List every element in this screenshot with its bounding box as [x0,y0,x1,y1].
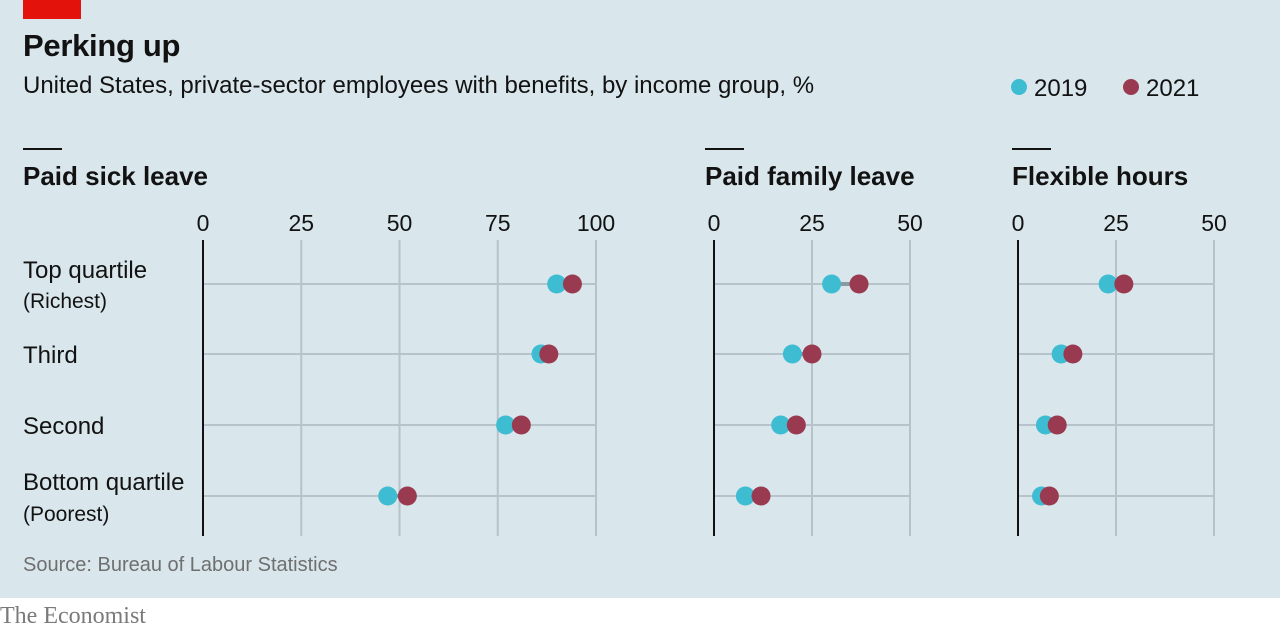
tick-label: 0 [1012,210,1025,236]
dot-2021 [802,344,822,364]
tick-label: 0 [708,210,721,236]
chart-title: Perking up [23,28,181,63]
dot-2021 [1114,274,1134,294]
dot-2021 [511,415,531,435]
dot-2021 [562,274,582,294]
dot-2019 [547,274,567,294]
dot-2019 [496,415,516,435]
legend: 2019 2021 [1011,75,1199,102]
panel-2: Flexible hours 0 25 50 [1012,148,1227,536]
row-label-second: Second [23,413,104,440]
dot-2019 [782,344,802,364]
dot-2019 [1098,274,1118,294]
tick-label: 25 [1103,210,1129,236]
row-sublabel-top-quartile: (Richest) [23,290,107,313]
tick-label: 50 [387,210,413,236]
tick-label: 50 [897,210,923,236]
publisher-brand: The Economist [0,603,146,629]
panel-title-rule [23,148,62,150]
row-labels: Top quartile (Richest) Third Second Bott… [23,257,184,526]
row-label-bottom-quartile: Bottom quartile [23,469,184,496]
panel-title: Paid family leave [705,161,915,191]
tick-label: 0 [197,210,210,236]
dot-2021 [1047,415,1067,435]
tick-label: 50 [1201,210,1227,236]
panel-0: Paid sick leave 0 25 50 75 100 [23,148,615,536]
legend-label-2019: 2019 [1034,75,1087,102]
panel-1: Paid family leave 0 25 50 [705,148,923,536]
legend-marker-2019 [1011,79,1027,95]
tick-label: 25 [288,210,314,236]
panel-title-rule [1012,148,1051,150]
tick-label: 75 [485,210,511,236]
brand-tag [23,0,81,19]
legend-marker-2021 [1123,79,1139,95]
dot-2021 [1063,344,1083,364]
row-label-third: Third [23,342,78,369]
dot-plot-chart: 2019 2021 Top quartile (Richest) Third S… [23,75,1227,536]
dot-2021 [539,344,559,364]
tick-label: 100 [577,210,615,236]
dot-2019 [735,486,755,506]
dot-2021 [1039,486,1059,506]
chart-panels: Paid sick leave 0 25 50 75 100 Paid family lea… [23,148,1227,536]
panel-title-rule [705,148,744,150]
row-label-top-quartile: Top quartile [23,257,147,284]
panel-title: Paid sick leave [23,161,208,191]
dot-2021 [397,486,417,506]
chart-background [0,0,1280,598]
dot-2021 [849,274,869,294]
row-sublabel-bottom-quartile: (Poorest) [23,503,109,526]
tick-label: 25 [799,210,825,236]
dot-2021 [751,486,771,506]
dot-2019 [771,415,791,435]
panel-title: Flexible hours [1012,161,1188,191]
dot-2019 [378,486,398,506]
dot-2021 [786,415,806,435]
source-note: Source: Bureau of Labour Statistics [23,554,338,576]
legend-label-2021: 2021 [1146,75,1199,102]
dot-2019 [822,274,842,294]
chart-subtitle: United States, private-sector employees … [23,72,815,99]
